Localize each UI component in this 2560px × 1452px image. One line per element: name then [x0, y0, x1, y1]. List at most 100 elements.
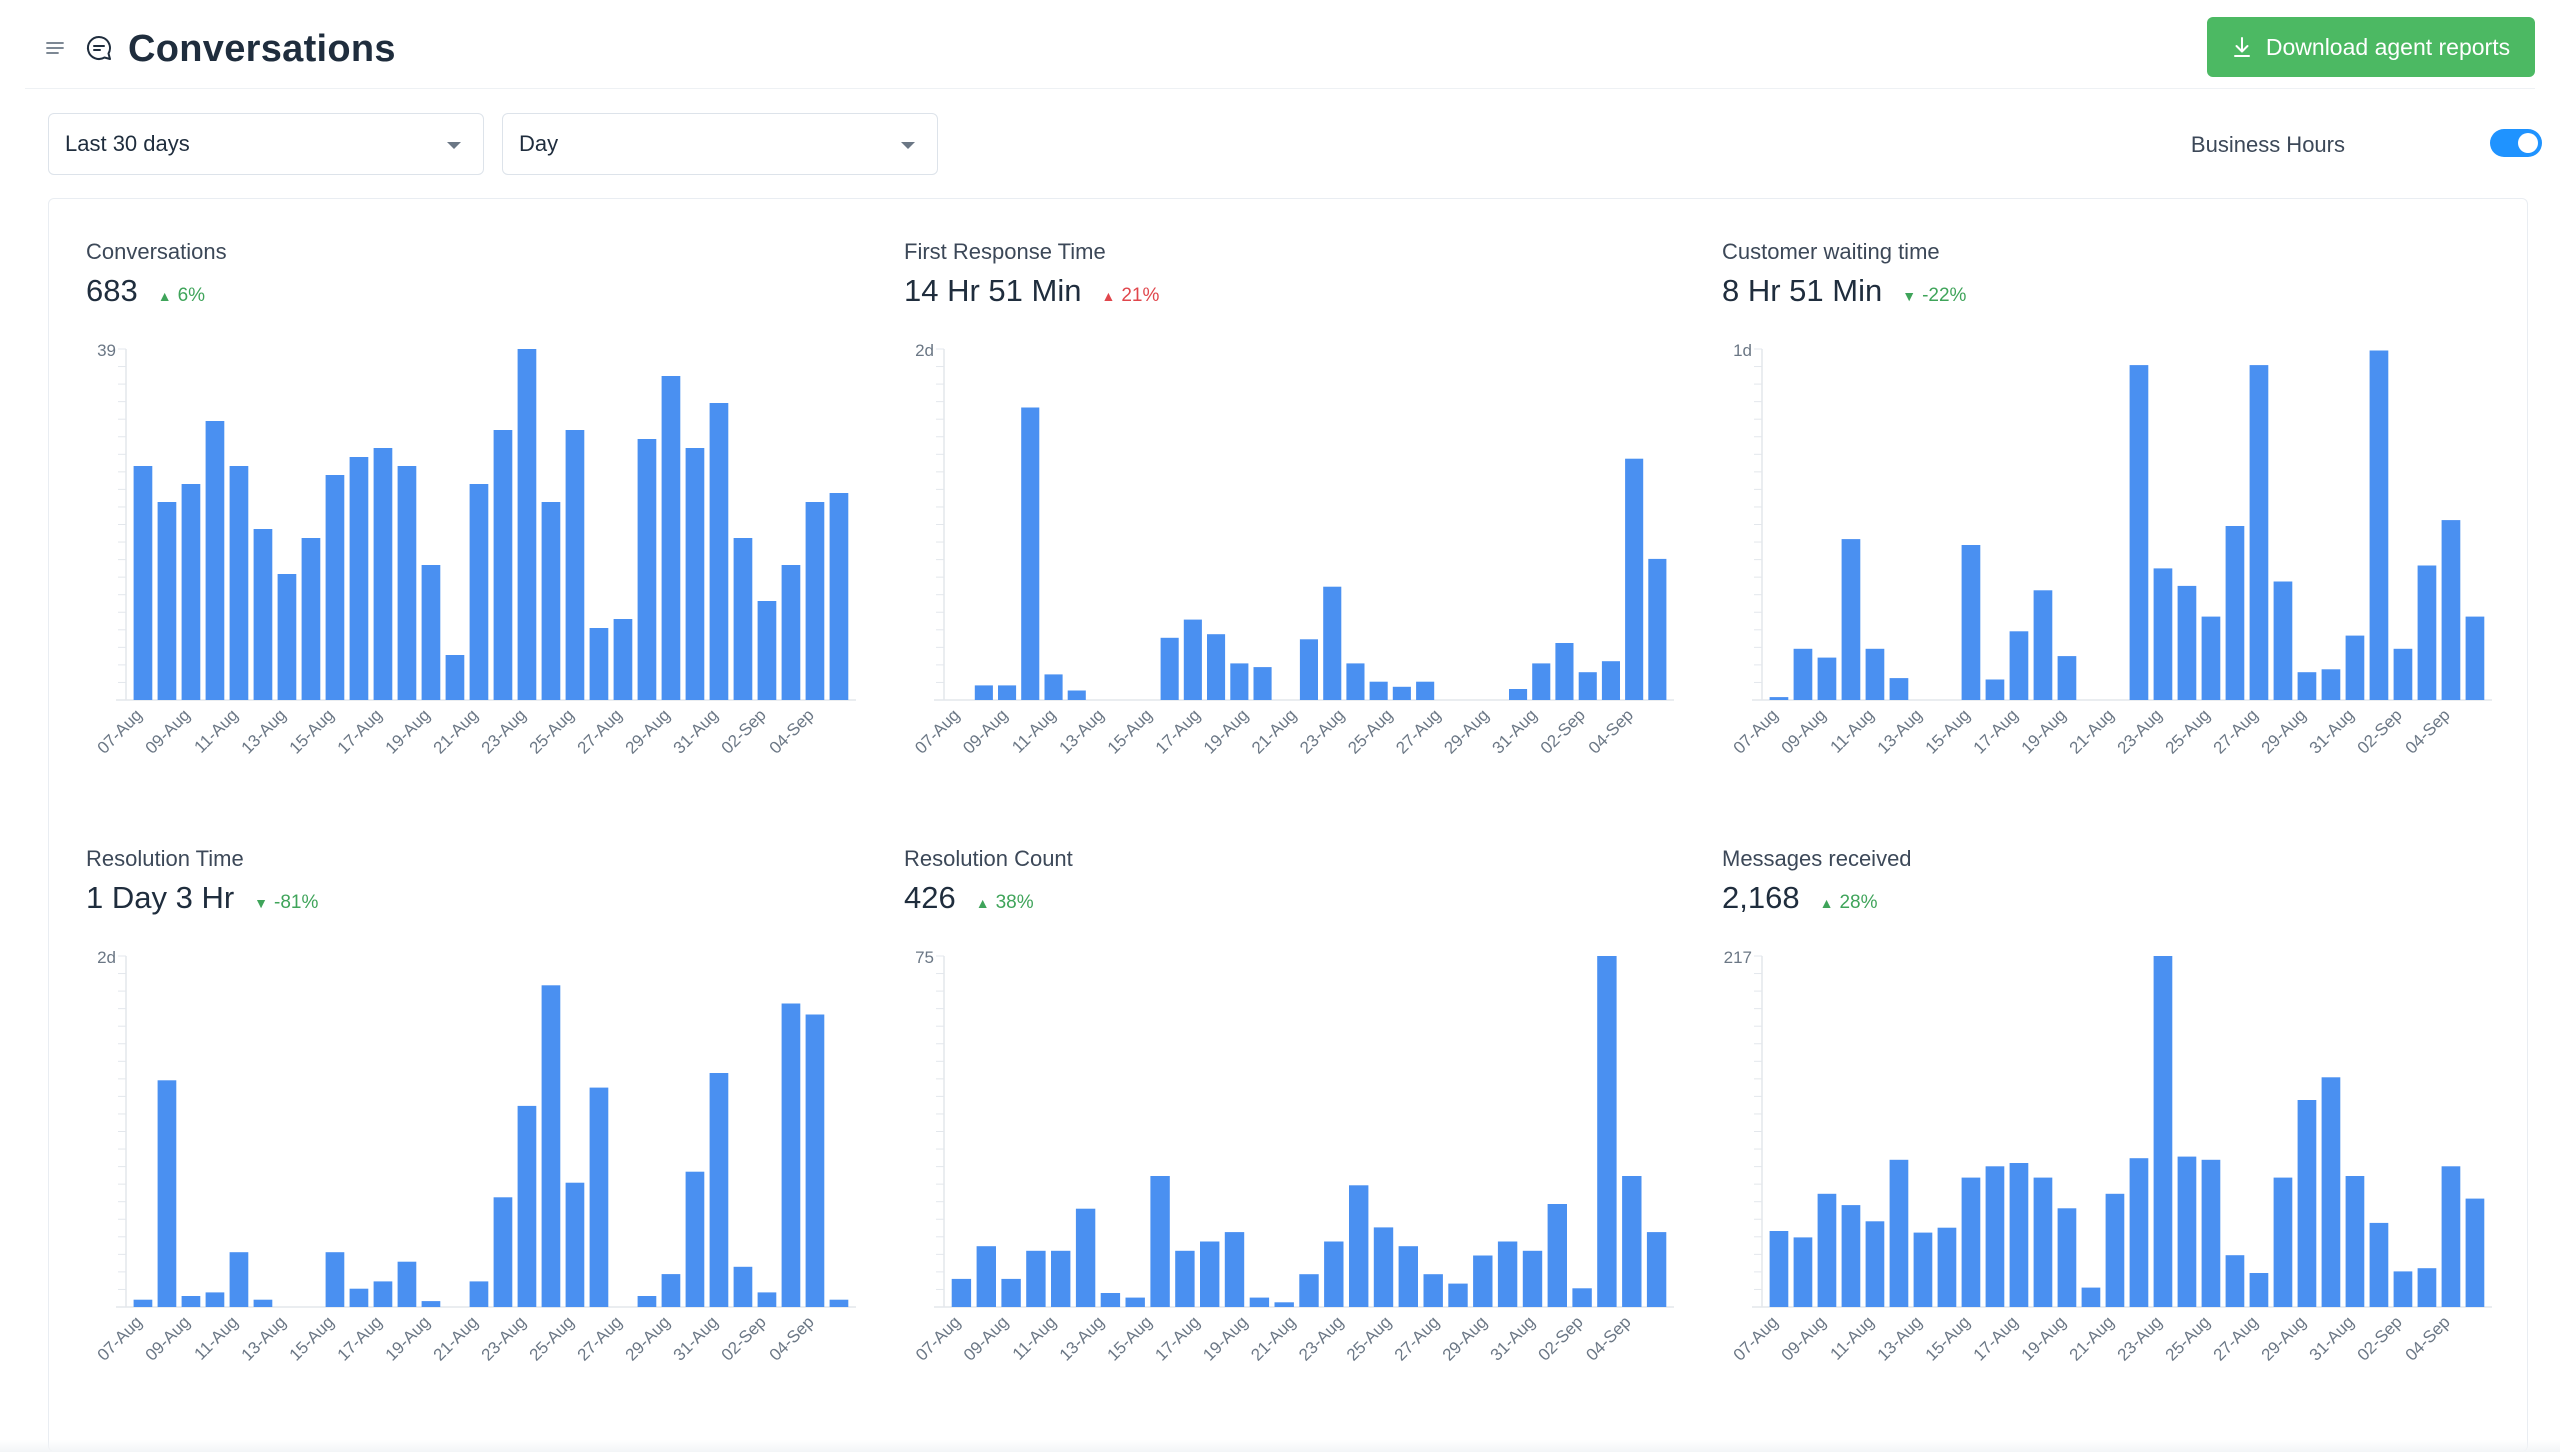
chart-bar[interactable] — [2297, 672, 2317, 700]
chart-bar[interactable] — [1769, 1231, 1789, 1307]
chart-bar[interactable] — [2153, 956, 2173, 1307]
chart-bar[interactable] — [1230, 663, 1249, 700]
chart-bar[interactable] — [565, 430, 585, 700]
chart-bar[interactable] — [1985, 1166, 2005, 1307]
chart-bar[interactable] — [1373, 1227, 1394, 1307]
chart-bar[interactable] — [1572, 1288, 1592, 1307]
chart-bar[interactable] — [1509, 689, 1528, 700]
chart-bar[interactable] — [2465, 1198, 2485, 1307]
chart-bar[interactable] — [181, 1296, 201, 1307]
chart-bar[interactable] — [2321, 1077, 2341, 1307]
chart-bar[interactable] — [757, 1292, 777, 1307]
chart-bar[interactable] — [2345, 1176, 2365, 1307]
chart-bar[interactable] — [1601, 661, 1620, 700]
chart-bar[interactable] — [373, 448, 393, 700]
chart-bar[interactable] — [1398, 1246, 1418, 1307]
chart-bar[interactable] — [2417, 1268, 2437, 1307]
chart-bar[interactable] — [493, 1197, 513, 1307]
chart-bar[interactable] — [2201, 616, 2221, 700]
chart-bar[interactable] — [637, 1296, 657, 1307]
chart-bar[interactable] — [1622, 1176, 1642, 1307]
chart-bar[interactable] — [685, 448, 705, 700]
chart-bar[interactable] — [781, 1003, 801, 1308]
chart-bar[interactable] — [974, 685, 993, 700]
chart-bar[interactable] — [301, 538, 321, 700]
chart-bar[interactable] — [2177, 1156, 2197, 1307]
chart-bar[interactable] — [541, 985, 561, 1308]
chart-bar[interactable] — [1841, 1205, 1861, 1307]
chart-bar[interactable] — [2033, 590, 2053, 700]
chart-bar[interactable] — [181, 484, 201, 700]
chart-bar[interactable] — [349, 457, 369, 700]
chart-bar[interactable] — [2081, 1287, 2101, 1307]
grouping-select[interactable]: Day — [502, 113, 938, 175]
chart-bar[interactable] — [469, 484, 489, 700]
chart-bar[interactable] — [493, 430, 513, 700]
chart-bar[interactable] — [2369, 1222, 2389, 1307]
chart-bar[interactable] — [1075, 1208, 1096, 1307]
chart-bar[interactable] — [253, 1299, 273, 1307]
chart-bar[interactable] — [661, 376, 681, 700]
chart-bar[interactable] — [205, 1292, 225, 1307]
download-agent-reports-button[interactable]: Download agent reports — [2207, 17, 2535, 77]
chart-bar[interactable] — [2393, 648, 2413, 700]
chart-bar[interactable] — [469, 1281, 489, 1307]
chart-bar[interactable] — [1253, 667, 1272, 700]
chart-bar[interactable] — [373, 1281, 393, 1307]
chart-bar[interactable] — [998, 685, 1017, 700]
chart-bar[interactable] — [2225, 526, 2245, 700]
chart-bar[interactable] — [1299, 1274, 1319, 1307]
chart-bar[interactable] — [325, 1252, 345, 1307]
chart-bar[interactable] — [1021, 407, 1040, 701]
chart-bar[interactable] — [205, 421, 225, 700]
chart-bar[interactable] — [2273, 581, 2293, 701]
chart-bar[interactable] — [421, 1301, 441, 1307]
chart-bar[interactable] — [709, 403, 729, 700]
chart-bar[interactable] — [1913, 1232, 1933, 1307]
chart-bar[interactable] — [1985, 679, 2005, 701]
chart-bar[interactable] — [133, 1299, 153, 1307]
chart-bar[interactable] — [253, 529, 273, 700]
chart-bar[interactable] — [2105, 1193, 2125, 1307]
chart-bar[interactable] — [1793, 1237, 1813, 1307]
chart-bar[interactable] — [2441, 1166, 2461, 1307]
chart-bar[interactable] — [1299, 639, 1318, 700]
chart-bar[interactable] — [2057, 656, 2077, 700]
chart-bar[interactable] — [1937, 1227, 1957, 1307]
chart-bar[interactable] — [1044, 674, 1063, 700]
chart-bar[interactable] — [1841, 539, 1861, 700]
chart-bar[interactable] — [229, 1252, 249, 1307]
chart-bar[interactable] — [2033, 1177, 2053, 1307]
chart-bar[interactable] — [1207, 634, 1226, 700]
chart-bar[interactable] — [277, 574, 297, 700]
chart-bar[interactable] — [1392, 686, 1411, 700]
chart-bar[interactable] — [757, 601, 777, 700]
chart-bar[interactable] — [1961, 545, 1981, 700]
chart-bar[interactable] — [2441, 520, 2461, 700]
chart-bar[interactable] — [976, 1246, 996, 1307]
chart-bar[interactable] — [2009, 631, 2029, 700]
date-range-select[interactable]: Last 30 days — [48, 113, 484, 175]
chart-bar[interactable] — [1865, 1221, 1885, 1307]
chart-bar[interactable] — [2057, 1208, 2077, 1307]
chart-bar[interactable] — [1522, 1250, 1543, 1307]
chart-bar[interactable] — [445, 655, 465, 700]
chart-bar[interactable] — [1100, 1293, 1121, 1307]
chart-bar[interactable] — [517, 1105, 537, 1307]
chart-bar[interactable] — [1497, 1241, 1518, 1308]
chart-bar[interactable] — [397, 1261, 417, 1307]
chart-bar[interactable] — [1889, 1159, 1909, 1307]
chart-bar[interactable] — [589, 1087, 609, 1307]
chart-bar[interactable] — [1423, 1274, 1443, 1307]
chart-bar[interactable] — [1648, 558, 1667, 700]
chart-bar[interactable] — [1001, 1278, 1021, 1307]
chart-bar[interactable] — [1597, 956, 1617, 1307]
chart-bar[interactable] — [1150, 1176, 1170, 1307]
chart-bar[interactable] — [1125, 1297, 1145, 1307]
chart-bar[interactable] — [1793, 648, 1813, 700]
chart-bar[interactable] — [1416, 681, 1435, 700]
chart-bar[interactable] — [1160, 637, 1179, 700]
chart-bar[interactable] — [1961, 1177, 1981, 1307]
business-hours-toggle[interactable] — [2490, 129, 2542, 157]
chart-bar[interactable] — [1625, 458, 1644, 700]
